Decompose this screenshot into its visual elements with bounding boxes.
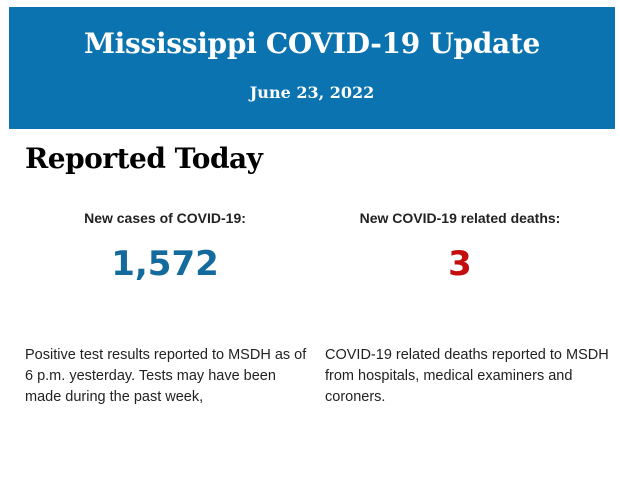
cases-stat: New cases of COVID-19: 1,572 (20, 210, 310, 284)
deaths-value: 3 (448, 244, 472, 284)
page-title: Mississippi COVID-19 Update (83, 27, 540, 60)
deaths-label: New COVID-19 related deaths: (359, 210, 561, 226)
deaths-description: COVID-19 related deaths reported to MSDH… (325, 347, 609, 405)
section-heading: Reported Today (25, 142, 263, 175)
update-date: June 23, 2022 (249, 83, 375, 102)
cases-description: Positive test results reported to MSDH a… (25, 347, 307, 405)
deaths-stat: New COVID-19 related deaths: 3 (315, 210, 605, 284)
cases-label: New cases of COVID-19: (84, 210, 246, 226)
header-banner: Mississippi COVID-19 Update June 23, 202… (9, 7, 615, 129)
cases-value: 1,572 (111, 244, 219, 284)
